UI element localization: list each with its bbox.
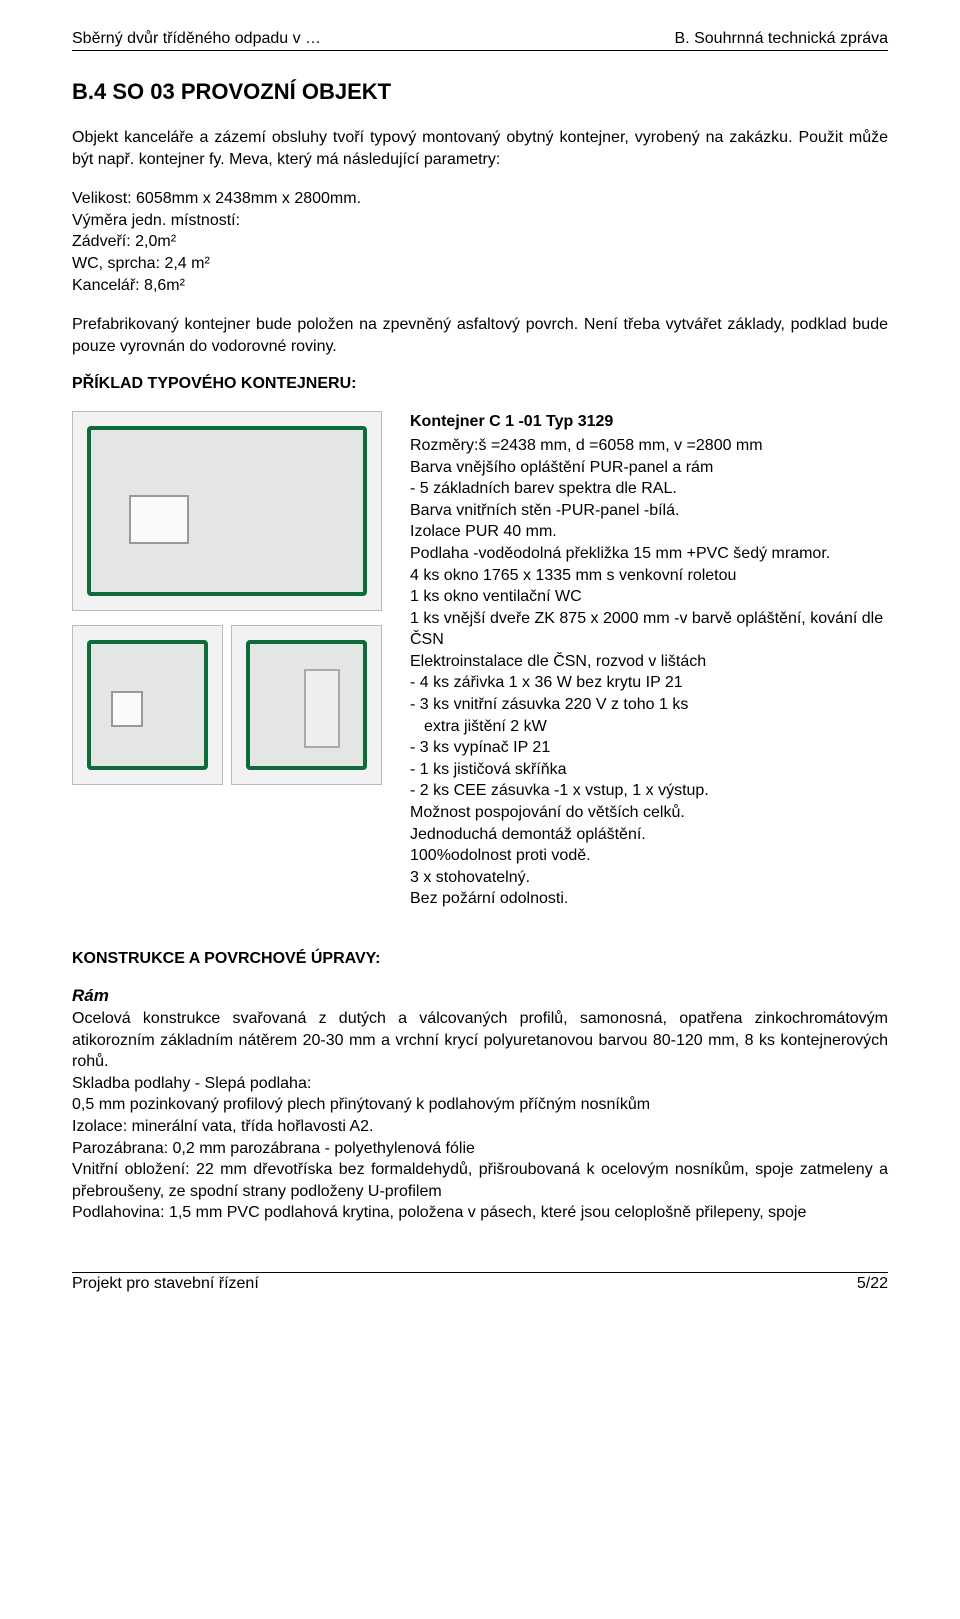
- spec-line: - 2 ks CEE zásuvka -1 x vstup, 1 x výstu…: [410, 780, 888, 802]
- spec-line: Podlaha -voděodolná překližka 15 mm +PVC…: [410, 543, 888, 565]
- spec-line: - 3 ks vnitřní zásuvka 220 V z toho 1 ks: [410, 694, 888, 716]
- spec-line: Možnost pospojování do větších celků.: [410, 802, 888, 824]
- section-title: B.4 SO 03 PROVOZNÍ OBJEKT: [72, 79, 888, 105]
- ram-p4: Izolace: minerální vata, třída hořlavost…: [72, 1116, 888, 1138]
- ram-block: Rám Ocelová konstrukce svařovaná z dutýc…: [72, 986, 888, 1224]
- header-right: B. Souhrnná technická zpráva: [675, 30, 888, 48]
- dimensions-block: Velikost: 6058mm x 2438mm x 2800mm. Výmě…: [72, 188, 888, 296]
- header-left: Sběrný dvůr tříděného odpadu v …: [72, 30, 321, 48]
- container-photo-top: [72, 411, 382, 611]
- container-body: [246, 640, 367, 770]
- example-block: Kontejner C 1 -01 Typ 3129 Rozměry:š =24…: [72, 411, 888, 910]
- window-icon: [111, 691, 143, 728]
- room-1: WC, sprcha: 2,4 m²: [72, 253, 888, 275]
- spec-line: - 5 základních barev spektra dle RAL.: [410, 478, 888, 500]
- spec-line: Barva vnitřních stěn -PUR-panel -bílá.: [410, 500, 888, 522]
- footer-rule: [72, 1272, 888, 1273]
- container-photo-bottom-left: [72, 625, 223, 785]
- ram-p7: Podlahovina: 1,5 mm PVC podlahová krytin…: [72, 1202, 888, 1224]
- ram-label: Rám: [72, 986, 888, 1006]
- ram-p1: Ocelová konstrukce svařovaná z dutých a …: [72, 1008, 888, 1073]
- running-footer: Projekt pro stavební řízení 5/22: [72, 1275, 888, 1293]
- intro-paragraph: Objekt kanceláře a zázemí obsluhy tvoří …: [72, 127, 888, 170]
- room-2: Kancelář: 8,6m²: [72, 275, 888, 297]
- spec-line: - 3 ks vypínač IP 21: [410, 737, 888, 759]
- ram-p3: 0,5 mm pozinkovaný profilový plech přiný…: [72, 1094, 888, 1116]
- spec-line: Jednoduchá demontáž opláštění.: [410, 824, 888, 846]
- spec-line: extra jištění 2 kW: [410, 716, 888, 738]
- running-header: Sběrný dvůr tříděného odpadu v … B. Souh…: [72, 30, 888, 48]
- spec-line: Rozměry:š =2438 mm, d =6058 mm, v =2800 …: [410, 435, 888, 457]
- ram-p6: Vnitřní obložení: 22 mm dřevotříska bez …: [72, 1159, 888, 1202]
- ram-p2: Skladba podlahy - Slepá podlaha:: [72, 1073, 888, 1095]
- spec-line: 1 ks vnější dveře ZK 875 x 2000 mm -v ba…: [410, 608, 888, 651]
- example-heading: PŘÍKLAD TYPOVÉHO KONTEJNERU:: [72, 375, 888, 393]
- spec-line: 100%odolnost proti vodě.: [410, 845, 888, 867]
- room-0: Zádveří: 2,0m²: [72, 231, 888, 253]
- header-rule: [72, 50, 888, 51]
- spec-line: 4 ks okno 1765 x 1335 mm s venkovní role…: [410, 565, 888, 587]
- footer-right: 5/22: [857, 1275, 888, 1293]
- construction-heading: KONSTRUKCE A POVRCHOVÉ ÚPRAVY:: [72, 950, 888, 968]
- dimensions-line: Velikost: 6058mm x 2438mm x 2800mm.: [72, 188, 888, 210]
- window-icon: [129, 495, 189, 544]
- spec-line: 1 ks okno ventilační WC: [410, 586, 888, 608]
- figure-column: [72, 411, 382, 910]
- container-body: [87, 640, 208, 770]
- spec-line: Elektroinstalace dle ČSN, rozvod v lištá…: [410, 651, 888, 673]
- spec-title: Kontejner C 1 -01 Typ 3129: [410, 411, 888, 433]
- ram-p5: Parozábrana: 0,2 mm parozábrana - polyet…: [72, 1138, 888, 1160]
- door-icon: [304, 669, 340, 748]
- page: Sběrný dvůr tříděného odpadu v … B. Souh…: [0, 0, 960, 1319]
- placement-paragraph: Prefabrikovaný kontejner bude položen na…: [72, 314, 888, 357]
- spec-line: - 4 ks zářivka 1 x 36 W bez krytu IP 21: [410, 672, 888, 694]
- spec-line: Barva vnějšího opláštění PUR-panel a rám: [410, 457, 888, 479]
- footer-left: Projekt pro stavební řízení: [72, 1275, 259, 1293]
- spec-line: - 1 ks jističová skříňka: [410, 759, 888, 781]
- spec-line: Izolace PUR 40 mm.: [410, 521, 888, 543]
- rooms-head: Výměra jedn. místností:: [72, 210, 888, 232]
- spec-text: Kontejner C 1 -01 Typ 3129 Rozměry:š =24…: [410, 411, 888, 910]
- spec-line: Bez požární odolnosti.: [410, 888, 888, 910]
- spec-line: 3 x stohovatelný.: [410, 867, 888, 889]
- container-body: [87, 426, 367, 596]
- container-photo-bottom-right: [231, 625, 382, 785]
